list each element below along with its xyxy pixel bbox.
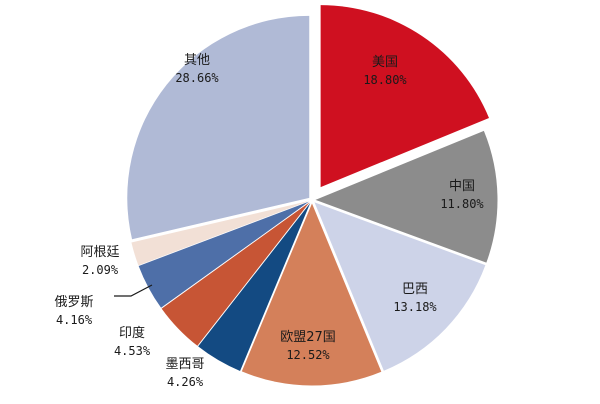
pie-slice-1	[320, 5, 489, 188]
slice-name-label: 其他	[184, 53, 210, 68]
slice-name-label: 中国	[449, 179, 475, 194]
slice-name-label: 阿根廷	[80, 245, 119, 260]
slice-value-label: 4.26%	[167, 375, 204, 389]
slice-name-label: 墨西哥	[165, 357, 204, 372]
slice-name-label: 印度	[119, 325, 145, 341]
slice-value-label: 28.66%	[175, 71, 219, 85]
slice-name-label: 俄罗斯	[54, 295, 93, 310]
pie-slice-4	[241, 203, 382, 386]
pie-wedges	[127, 5, 498, 386]
slice-value-label: 2.09%	[82, 263, 119, 277]
pie-slice-7	[138, 201, 309, 308]
slice-value-label: 4.16%	[56, 313, 93, 327]
slice-name-label: 欧盟27国	[280, 330, 336, 345]
slice-value-label: 12.52%	[286, 348, 330, 362]
pie-slice-5	[198, 203, 311, 371]
pie-slice-9	[127, 15, 310, 240]
slice-value-label: 11.80%	[440, 197, 484, 211]
slice-value-label: 18.80%	[363, 73, 407, 87]
slice-name-label: 美国	[372, 55, 398, 70]
leader-line	[114, 284, 153, 297]
leader-lines	[114, 284, 153, 297]
slice-name-label: 巴西	[402, 282, 428, 297]
slice-value-label: 4.53%	[114, 344, 151, 358]
pie-slice-6	[161, 202, 310, 346]
slice-value-label: 13.18%	[393, 300, 437, 314]
pie-slice-2	[315, 130, 498, 263]
slice-labels: 美国 18.80% 中国 11.80% 巴西 13.18% 欧盟27国 12.52% 墨西哥 4.…	[54, 53, 484, 389]
pie-slice-3	[314, 202, 486, 371]
pie-slice-8	[131, 201, 309, 266]
